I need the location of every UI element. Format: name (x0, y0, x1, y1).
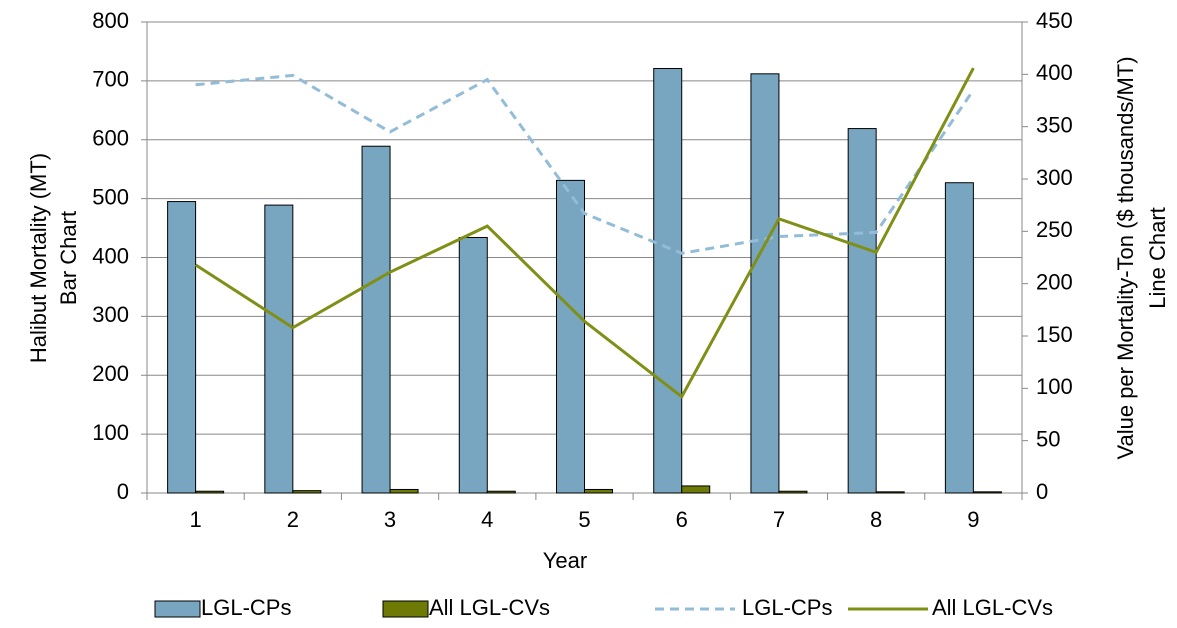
y-axis-label: Bar Chart (56, 211, 81, 305)
y2-axis-label: Value per Mortality-Ton ($ thousands/MT) (1113, 56, 1138, 459)
bar (944, 182, 974, 494)
y2-axis-label: Line Chart (1145, 207, 1170, 309)
x-tick-label: 9 (967, 507, 979, 532)
legend-swatch (382, 600, 429, 618)
legend-label: All LGL-CVs (429, 595, 550, 620)
y2-tick-label: 100 (1036, 374, 1073, 399)
bar (195, 490, 225, 494)
x-tick-label: 2 (287, 507, 299, 532)
x-axis-label: Year (543, 548, 587, 573)
bar (264, 204, 294, 494)
y2-tick-label: 250 (1036, 217, 1073, 242)
y2-tick-label: 50 (1036, 426, 1060, 451)
y2-tick-label: 300 (1036, 165, 1073, 190)
y2-tick-label: 400 (1036, 60, 1073, 85)
legend-label: LGL-CPs (742, 595, 832, 620)
y-tick-label: 300 (92, 302, 129, 327)
bar (653, 68, 683, 494)
x-tick-label: 4 (481, 507, 493, 532)
y2-tick-label: 0 (1036, 479, 1048, 504)
y-tick-label: 400 (92, 243, 129, 268)
line (195, 73, 975, 255)
bar (292, 490, 322, 494)
y-tick-label: 200 (92, 361, 129, 386)
y-tick-label: 600 (92, 126, 129, 151)
bar (167, 201, 197, 494)
bar (681, 485, 711, 494)
y-tick-label: 800 (92, 8, 129, 33)
bar (389, 488, 419, 494)
y2-tick-label: 350 (1036, 112, 1073, 137)
legend-swatch (154, 600, 201, 618)
bar (584, 488, 613, 494)
bar (361, 145, 391, 494)
bar (972, 491, 1002, 494)
legend-label: LGL-CPs (201, 595, 291, 620)
x-tick-label: 7 (773, 507, 785, 532)
legend-label: All LGL-CVs (932, 595, 1053, 620)
y2-tick-label: 200 (1036, 269, 1073, 294)
x-tick-label: 1 (189, 507, 201, 532)
bar (486, 490, 516, 494)
y-axis-label: Halibut Mortality (MT) (26, 153, 51, 363)
x-tick-label: 5 (578, 507, 590, 532)
x-tick-label: 3 (384, 507, 396, 532)
line (194, 67, 975, 399)
y-tick-label: 500 (92, 184, 129, 209)
y-tick-label: 100 (92, 420, 129, 445)
bar (847, 128, 877, 494)
bar (778, 490, 808, 494)
bar (875, 491, 905, 494)
bar (750, 73, 780, 494)
y-tick-label: 700 (92, 67, 129, 92)
x-tick-label: 6 (676, 507, 688, 532)
y2-tick-label: 150 (1036, 322, 1073, 347)
bar (458, 236, 488, 494)
x-tick-label: 8 (870, 507, 882, 532)
y2-tick-label: 450 (1036, 8, 1073, 33)
bar (556, 179, 585, 494)
y-tick-label: 0 (117, 479, 129, 504)
